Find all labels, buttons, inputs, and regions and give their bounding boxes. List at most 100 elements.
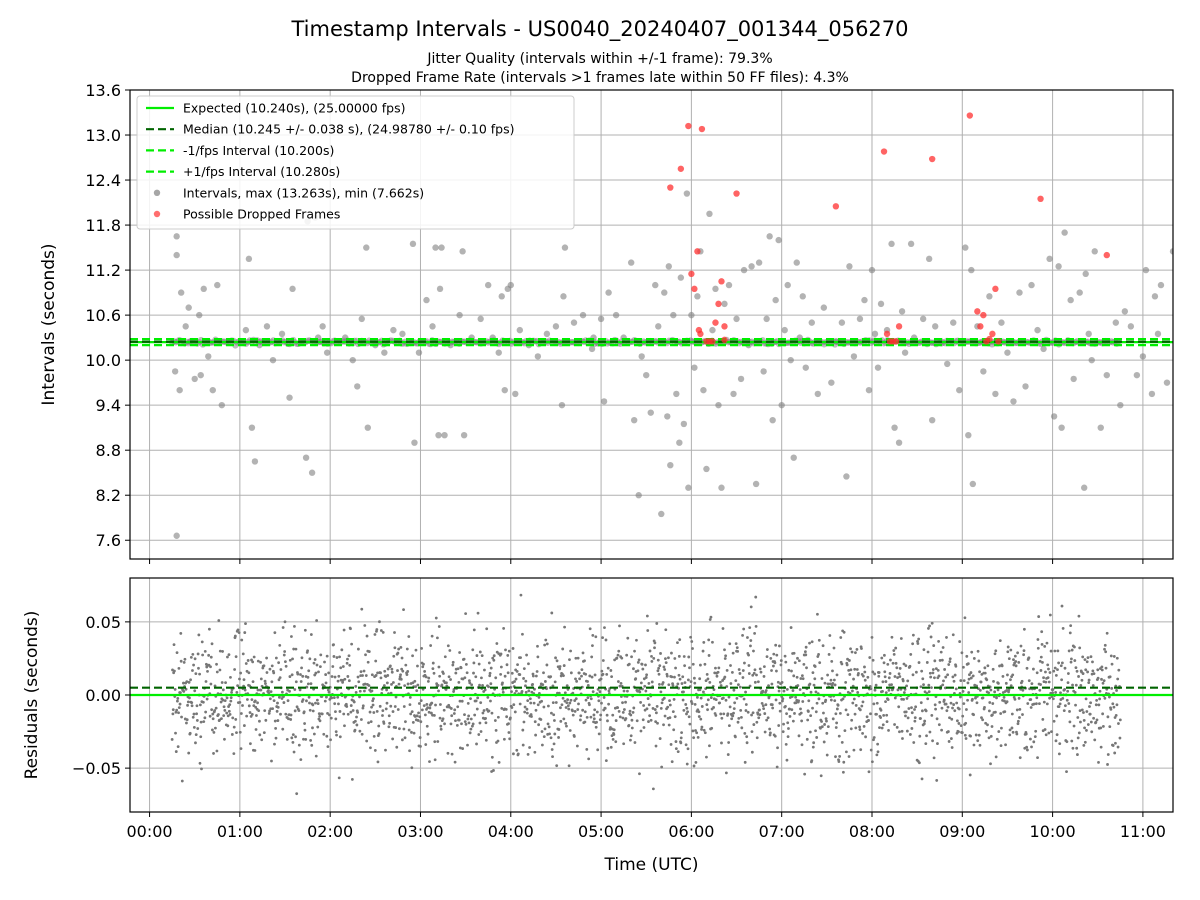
residual-point xyxy=(252,655,256,659)
residual-point xyxy=(883,653,886,657)
residual-point xyxy=(361,674,364,677)
bottom-data xyxy=(130,593,1173,796)
residual-point xyxy=(917,661,921,664)
residual-point xyxy=(609,669,613,672)
residual-point xyxy=(306,675,310,679)
residual-point xyxy=(279,668,283,671)
interval-point xyxy=(670,311,677,319)
residual-point xyxy=(1099,745,1103,749)
residual-point xyxy=(851,689,854,693)
residual-point xyxy=(328,697,332,701)
residual-point xyxy=(674,747,678,751)
interval-point xyxy=(769,416,776,424)
residual-point xyxy=(573,699,577,702)
residual-point xyxy=(454,719,457,723)
residual-point xyxy=(762,707,766,711)
residual-point xyxy=(505,663,509,667)
interval-point xyxy=(838,319,846,326)
residual-point xyxy=(870,760,874,764)
chart-title: Timestamp Intervals - US0040_20240407_00… xyxy=(290,17,908,42)
residual-point xyxy=(972,657,976,660)
residual-point xyxy=(629,734,633,738)
residual-point xyxy=(847,668,851,672)
residual-point xyxy=(333,675,337,679)
residual-point xyxy=(474,675,478,679)
residual-point xyxy=(533,720,537,724)
residual-point xyxy=(916,642,920,645)
residual-point xyxy=(573,709,577,713)
interval-point xyxy=(755,259,763,266)
residual-point xyxy=(178,702,182,706)
residual-point xyxy=(230,690,233,694)
residual-point xyxy=(242,724,246,727)
residual-point xyxy=(389,691,393,695)
residual-point xyxy=(755,720,759,724)
residual-point xyxy=(283,620,287,624)
residual-point xyxy=(445,681,448,685)
residual-point xyxy=(455,724,459,727)
residual-point xyxy=(545,663,549,667)
residual-point xyxy=(654,744,658,748)
residual-point xyxy=(286,699,290,703)
interval-point xyxy=(436,285,444,293)
residual-point xyxy=(606,719,609,723)
residual-point xyxy=(645,707,649,711)
residual-point xyxy=(294,647,298,651)
residual-point xyxy=(887,728,890,732)
residual-point xyxy=(978,670,982,674)
interval-point xyxy=(182,323,189,330)
residual-point xyxy=(350,642,354,646)
residual-point xyxy=(483,688,487,692)
residual-point xyxy=(386,667,390,671)
residual-point xyxy=(559,719,563,723)
residual-point xyxy=(906,716,910,720)
residual-point xyxy=(341,680,344,684)
residual-point xyxy=(637,658,641,662)
residual-point xyxy=(234,655,238,659)
residual-point xyxy=(209,655,213,659)
residual-point xyxy=(264,682,267,685)
residual-point xyxy=(620,656,624,660)
residual-point xyxy=(332,643,335,646)
residual-point xyxy=(977,733,981,737)
residual-point xyxy=(180,715,183,719)
residual-point xyxy=(458,651,462,654)
residual-point xyxy=(528,697,532,701)
residual-point xyxy=(735,646,739,650)
residual-point xyxy=(1110,686,1114,690)
interval-point xyxy=(787,356,794,364)
residual-point xyxy=(289,718,293,721)
residual-point xyxy=(323,699,327,703)
residual-point xyxy=(413,679,417,683)
residual-point xyxy=(784,742,788,746)
residual-point xyxy=(574,656,578,660)
residual-point xyxy=(171,708,175,712)
residual-point xyxy=(198,672,202,676)
residual-point xyxy=(1089,720,1093,724)
residual-point xyxy=(800,743,804,747)
residual-point xyxy=(550,711,553,715)
residual-point xyxy=(258,719,261,723)
interval-point xyxy=(871,330,879,338)
residual-point xyxy=(567,707,571,711)
residual-point xyxy=(307,669,311,673)
residual-point xyxy=(196,727,200,730)
residual-point xyxy=(488,674,492,678)
residual-point xyxy=(302,710,306,714)
residual-point xyxy=(267,689,270,692)
residual-point xyxy=(576,656,580,660)
residual-point xyxy=(685,706,689,710)
residual-point xyxy=(1069,624,1073,628)
residual-point xyxy=(222,714,226,718)
residual-point xyxy=(194,733,198,737)
residual-point xyxy=(401,669,405,673)
residual-point xyxy=(873,688,877,692)
residual-point xyxy=(452,712,456,715)
residual-point xyxy=(376,760,380,764)
residual-point xyxy=(662,696,666,700)
residual-point xyxy=(531,674,535,678)
residual-point xyxy=(568,729,572,732)
residual-point xyxy=(728,705,732,709)
residual-point xyxy=(584,672,588,676)
residual-point xyxy=(901,737,904,740)
